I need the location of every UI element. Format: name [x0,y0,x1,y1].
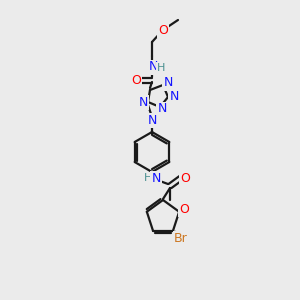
Text: N: N [169,91,179,103]
Text: O: O [180,172,190,184]
Text: N: N [138,95,148,109]
Text: O: O [179,203,189,216]
Text: N: N [157,103,167,116]
Text: N: N [147,113,157,127]
Text: H: H [144,173,152,183]
Text: N: N [148,61,158,74]
Text: Br: Br [174,232,188,245]
Text: O: O [131,74,141,86]
Text: H: H [157,63,165,73]
Text: O: O [158,23,168,37]
Text: N: N [163,76,173,89]
Text: N: N [151,172,161,184]
